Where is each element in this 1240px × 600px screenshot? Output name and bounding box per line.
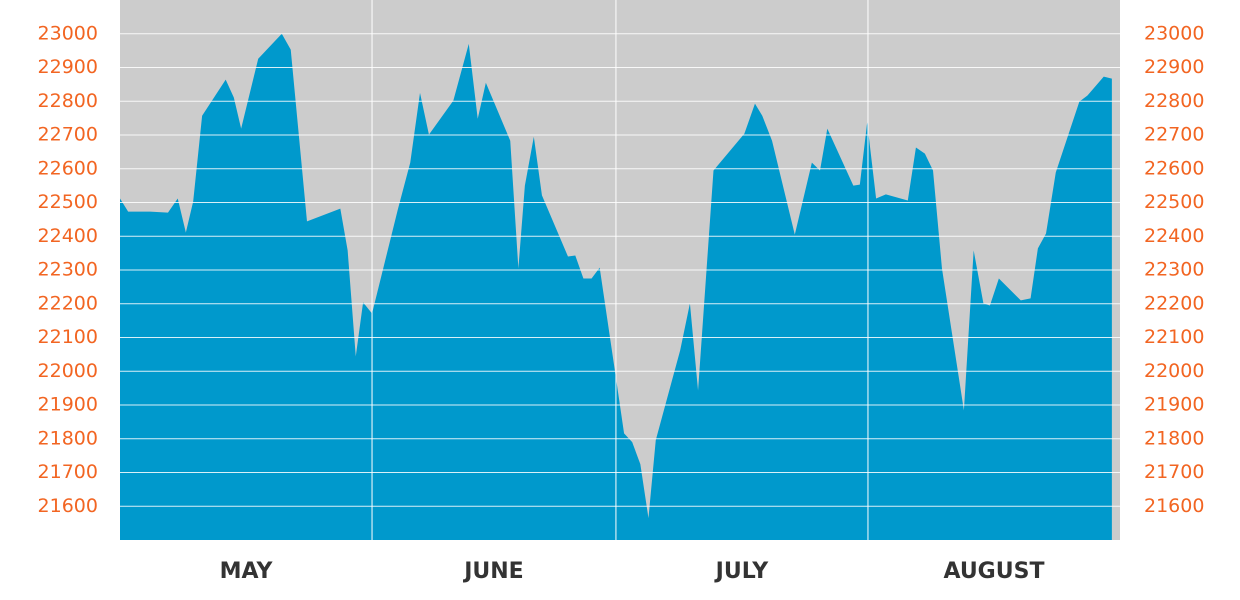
y2-tick-label: 23000 (1144, 22, 1204, 44)
y-tick-label: 21900 (38, 394, 98, 416)
y2-tick-label: 22800 (1144, 90, 1204, 112)
y2-tick-label: 22000 (1144, 360, 1204, 382)
y-tick-label: 22400 (38, 225, 98, 247)
y2-tick-label: 22600 (1144, 157, 1204, 179)
y2-tick-label: 22500 (1144, 191, 1204, 213)
area (120, 33, 1112, 540)
y-tick-label: 21800 (38, 427, 98, 449)
month-label: JULY (714, 559, 770, 584)
y-tick-label: 22300 (38, 259, 98, 281)
y-tick-label: 22800 (38, 90, 98, 112)
y2-tick-label: 22300 (1144, 259, 1204, 281)
y2-tick-label: 21800 (1144, 427, 1204, 449)
y2-tick-label: 21700 (1144, 461, 1204, 483)
y-tick-label: 22100 (38, 326, 98, 348)
y2-tick-label: 22700 (1144, 124, 1204, 146)
y2-tick-label: 22400 (1144, 225, 1204, 247)
y-tick-label: 22700 (38, 124, 98, 146)
y-tick-label: 23000 (38, 22, 98, 44)
y2-tick-label: 21900 (1144, 394, 1204, 416)
y-tick-label: 22200 (38, 292, 98, 314)
y-tick-label: 22000 (38, 360, 98, 382)
y-tick-label: 22500 (38, 191, 98, 213)
y-tick-label: 21700 (38, 461, 98, 483)
y2-tick-label: 22200 (1144, 292, 1204, 314)
month-label: JUNE (462, 559, 524, 584)
y2-tick-label: 22100 (1144, 326, 1204, 348)
y2-tick-label: 21600 (1144, 495, 1204, 517)
month-label: AUGUST (943, 559, 1044, 584)
y-tick-label: 22600 (38, 157, 98, 179)
y-tick-label: 21600 (38, 495, 98, 517)
month-label: MAY (220, 559, 274, 584)
y-tick-label: 22900 (38, 56, 98, 78)
y2-tick-label: 22900 (1144, 56, 1204, 78)
